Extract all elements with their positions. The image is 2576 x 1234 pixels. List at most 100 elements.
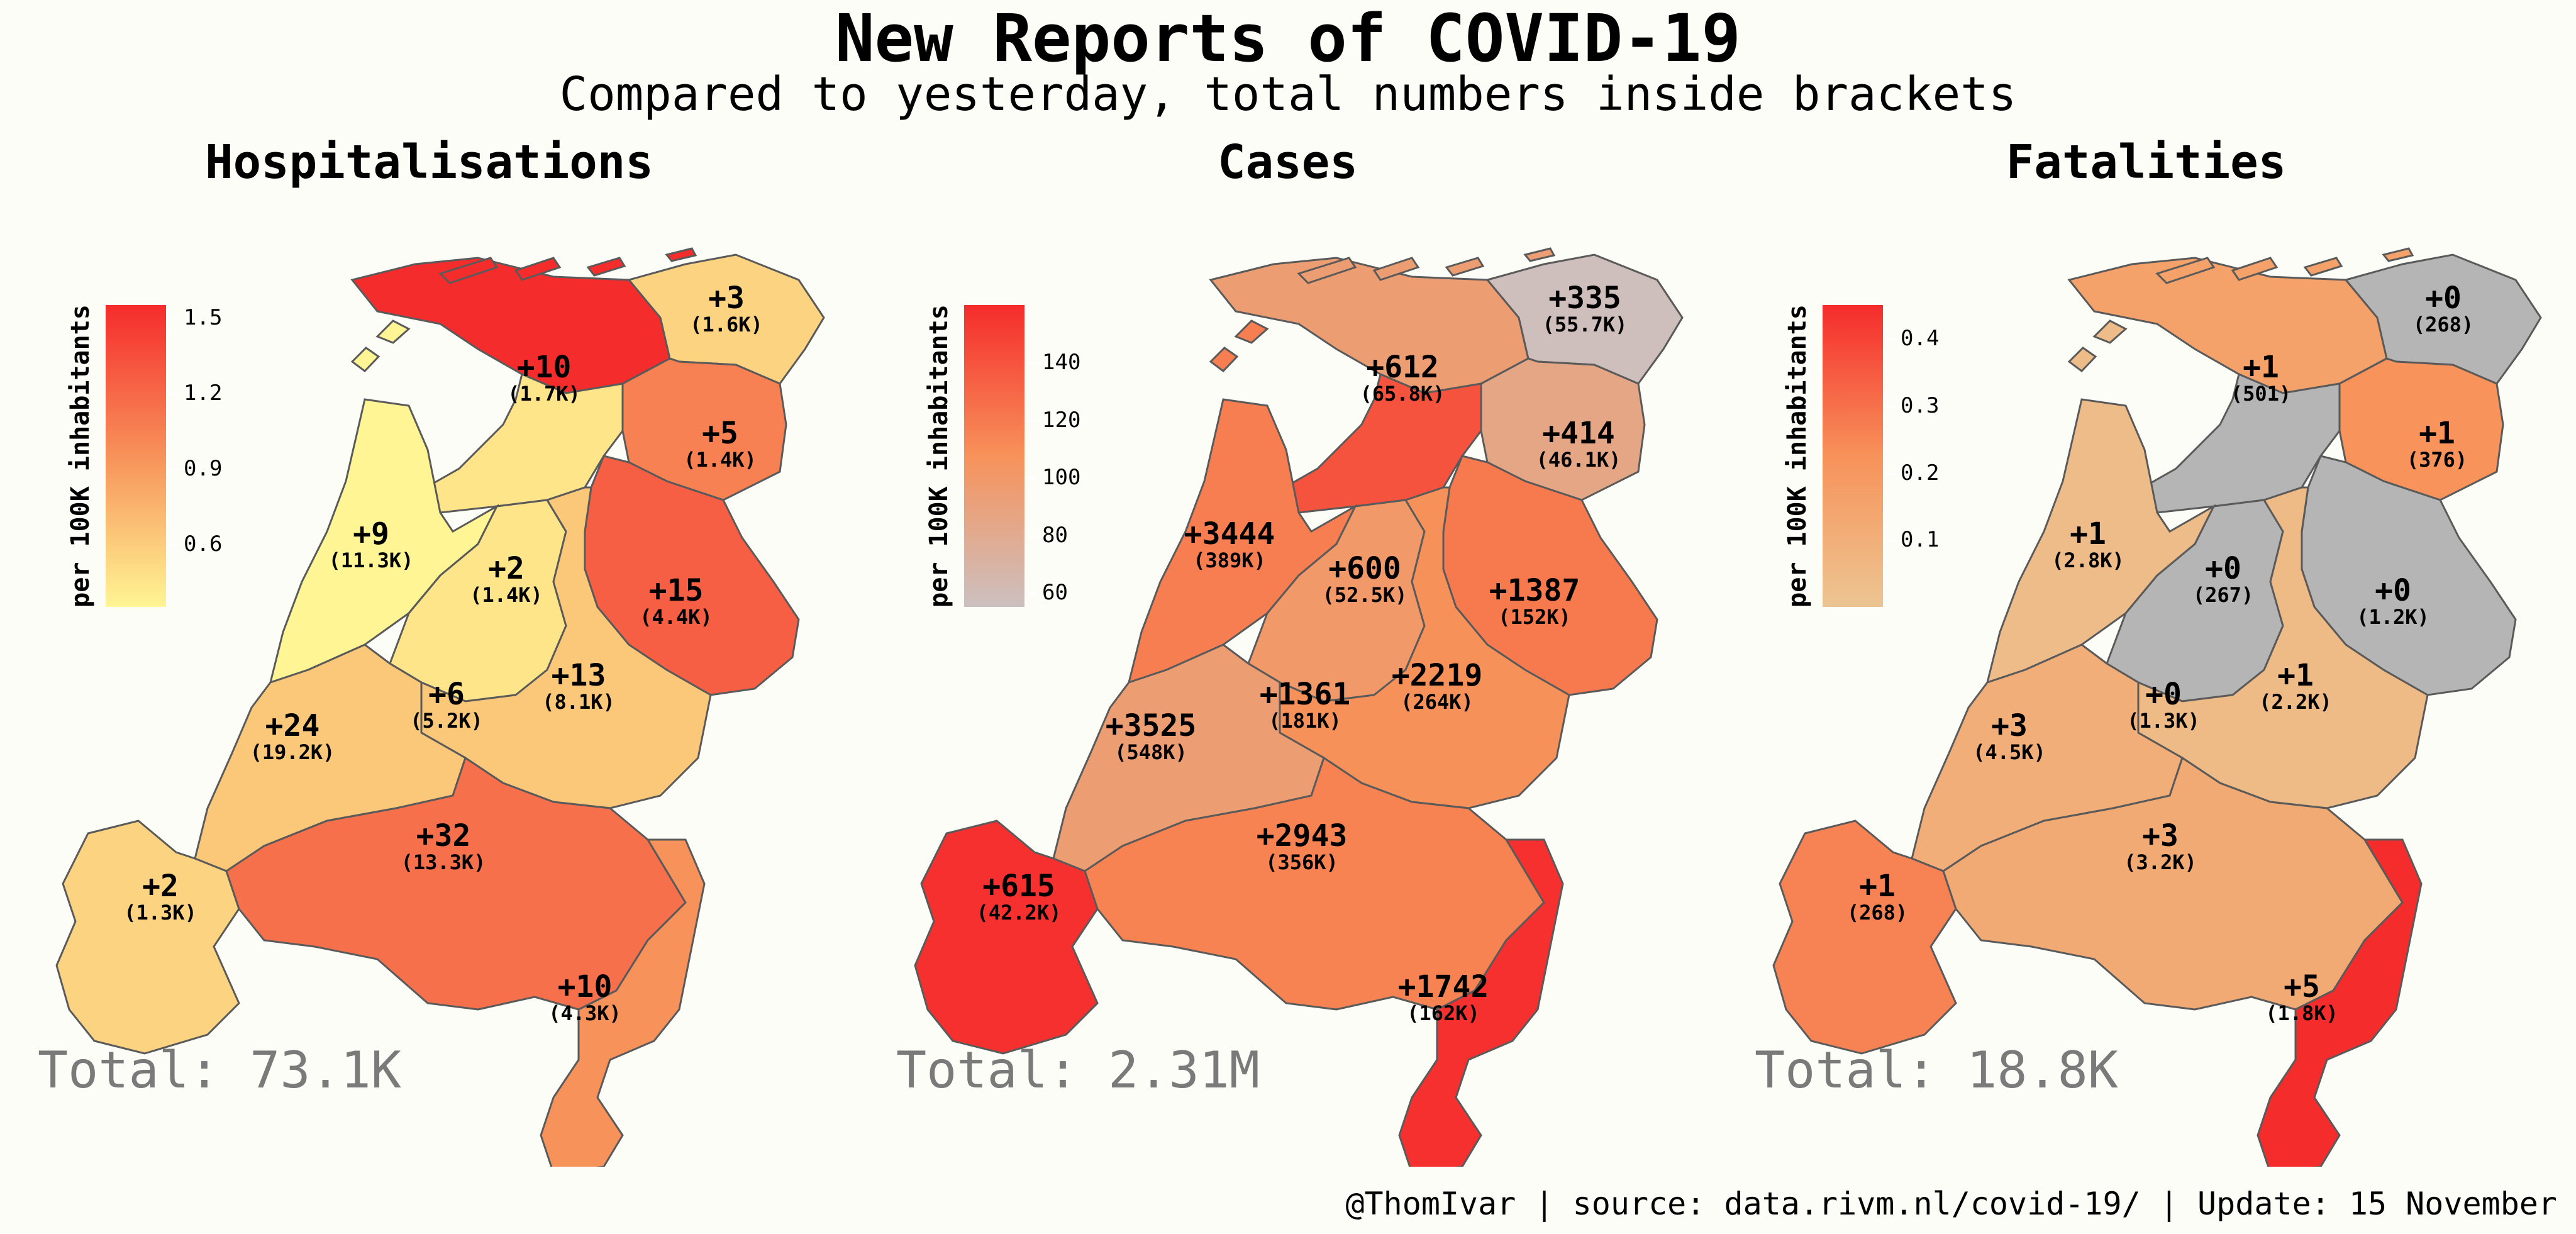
region-label-flevoland: +2 (1.4K) <box>470 553 543 605</box>
region-label-utrecht: +6 (5.2K) <box>410 679 483 731</box>
region-label-noord-holland: +1 (2.8K) <box>2051 519 2124 570</box>
region-change-value: +1 <box>2419 416 2455 451</box>
region-total-value: (55.7K) <box>1542 313 1628 336</box>
total-label: Total: 18.8K <box>1755 1041 2118 1099</box>
legend-tick-label: 1.5 <box>169 305 223 330</box>
region-change-value: +10 <box>557 969 613 1004</box>
region-change-value: +3444 <box>1184 516 1275 552</box>
region-total-value: (42.2K) <box>976 901 1062 925</box>
province-zeeland <box>1772 820 1957 1055</box>
region-label-drenthe: +5 (1.4K) <box>684 418 757 470</box>
island-shape <box>1445 257 1485 277</box>
panel-cases: Cases per 100K inhabitants 140 120 100 80 60… <box>858 129 1717 1167</box>
legend-tick-label: 140 <box>1028 350 1081 375</box>
island-shape <box>2231 257 2279 281</box>
region-change-value: +5 <box>702 416 738 451</box>
region-change-value: +24 <box>265 708 320 743</box>
map-netherlands <box>914 247 1684 1167</box>
region-total-value: (376) <box>2406 448 2468 472</box>
region-total-value: (2.8K) <box>2051 548 2124 572</box>
total-label: Total: 73.1K <box>38 1041 401 1099</box>
legend-tick-label: 120 <box>1028 407 1081 433</box>
region-total-value: (162K) <box>1407 1001 1480 1025</box>
region-total-value: (1.3K) <box>2127 709 2200 733</box>
region-label-limburg: +10 (4.3K) <box>548 972 621 1023</box>
map-netherlands <box>55 247 825 1167</box>
legend-colorbar <box>1823 305 1883 607</box>
province-groningen <box>2344 253 2542 385</box>
region-change-value: +2 <box>142 869 179 904</box>
region-label-noord-holland: +3444 (389K) <box>1184 519 1275 570</box>
region-change-value: +1 <box>1859 869 1896 904</box>
region-total-value: (268) <box>2412 313 2474 336</box>
region-total-value: (1.3K) <box>124 901 197 925</box>
region-label-overijssel: +0 (1.2K) <box>2357 575 2429 627</box>
island-shape <box>2067 347 2097 372</box>
region-total-value: (65.8K) <box>1360 382 1445 406</box>
region-change-value: +1387 <box>1489 573 1580 608</box>
region-change-value: +2219 <box>1391 658 1483 693</box>
region-total-value: (2.2K) <box>2259 690 2332 714</box>
region-change-value: +3 <box>708 281 745 316</box>
region-total-value: (548K) <box>1114 740 1187 764</box>
panel-fatalities: Fatalities per 100K inhabitants 0.4 0.3 0.… <box>1717 129 2575 1167</box>
total-label: Total: 2.31M <box>896 1041 1260 1099</box>
region-change-value: +1361 <box>1259 677 1351 712</box>
region-change-value: +414 <box>1542 416 1615 451</box>
region-total-value: (19.2K) <box>250 740 335 764</box>
region-total-value: (4.3K) <box>548 1001 621 1025</box>
region-total-value: (1.8K) <box>2265 1001 2338 1025</box>
region-total-value: (264K) <box>1401 690 1474 714</box>
legend-tick-label: 0.9 <box>169 456 223 481</box>
region-label-gelderland: +13 (8.1K) <box>542 660 615 712</box>
figure-title: New Reports of COVID-19 <box>835 0 1741 77</box>
legend-title: per 100K inhabitants <box>924 304 953 608</box>
legend-tick-label: 1.2 <box>169 381 223 406</box>
region-total-value: (389K) <box>1193 548 1266 572</box>
island-shape <box>375 320 411 344</box>
region-label-zeeland: +615 (42.2K) <box>977 871 1062 923</box>
region-label-limburg: +1742 (162K) <box>1398 972 1489 1023</box>
legend-tick-label: 60 <box>1028 580 1068 606</box>
region-label-flevoland: +0 (267) <box>2193 553 2253 605</box>
region-change-value: +3 <box>2142 818 2179 853</box>
region-label-overijssel: +1387 (152K) <box>1489 575 1580 627</box>
province-limburg <box>2257 838 2423 1167</box>
region-total-value: (181K) <box>1269 709 1341 733</box>
region-change-value: +3 <box>1991 708 2028 743</box>
island-shape <box>1234 320 1269 344</box>
legend-tick-label: 80 <box>1028 522 1068 548</box>
region-label-flevoland: +600 (52.5K) <box>1323 553 1407 605</box>
region-total-value: (356K) <box>1265 850 1338 874</box>
region-total-value: (152K) <box>1498 605 1571 629</box>
region-change-value: +600 <box>1328 551 1401 586</box>
panel-title: Fatalities <box>2006 135 2287 189</box>
region-change-value: +13 <box>551 658 606 693</box>
region-total-value: (46.1K) <box>1536 448 1621 472</box>
region-change-value: +9 <box>353 516 389 552</box>
region-change-value: +0 <box>2425 281 2462 316</box>
region-change-value: +1 <box>2277 658 2314 693</box>
region-change-value: +1 <box>2070 516 2106 552</box>
province-groningen <box>627 253 825 385</box>
island-shape <box>350 347 380 372</box>
island-shape <box>1523 247 1556 262</box>
region-label-drenthe: +1 (376) <box>2407 418 2467 470</box>
region-change-value: +0 <box>2205 551 2241 586</box>
legend-title: per 100K inhabitants <box>66 304 95 608</box>
region-label-groningen: +0 (268) <box>2413 283 2473 335</box>
figure-subtitle: Compared to yesterday, total numbers ins… <box>559 67 2017 121</box>
province-limburg <box>540 838 706 1167</box>
legend-tick-label: 0.2 <box>1886 460 1940 486</box>
region-label-groningen: +335 (55.7K) <box>1543 283 1628 335</box>
region-label-noord-brabant: +32 (13.3K) <box>401 821 486 872</box>
region-total-value: (1.4K) <box>470 583 543 607</box>
legend-tick-label: 100 <box>1028 465 1081 491</box>
region-label-gelderland: +2219 (264K) <box>1392 660 1483 712</box>
region-change-value: +0 <box>2375 573 2411 608</box>
panel-title: Hospitalisations <box>205 135 653 189</box>
region-total-value: (1.7K) <box>508 382 580 406</box>
legend-tick-label: 0.3 <box>1886 393 1940 418</box>
region-change-value: +3525 <box>1105 708 1197 743</box>
region-change-value: +0 <box>2145 677 2182 712</box>
